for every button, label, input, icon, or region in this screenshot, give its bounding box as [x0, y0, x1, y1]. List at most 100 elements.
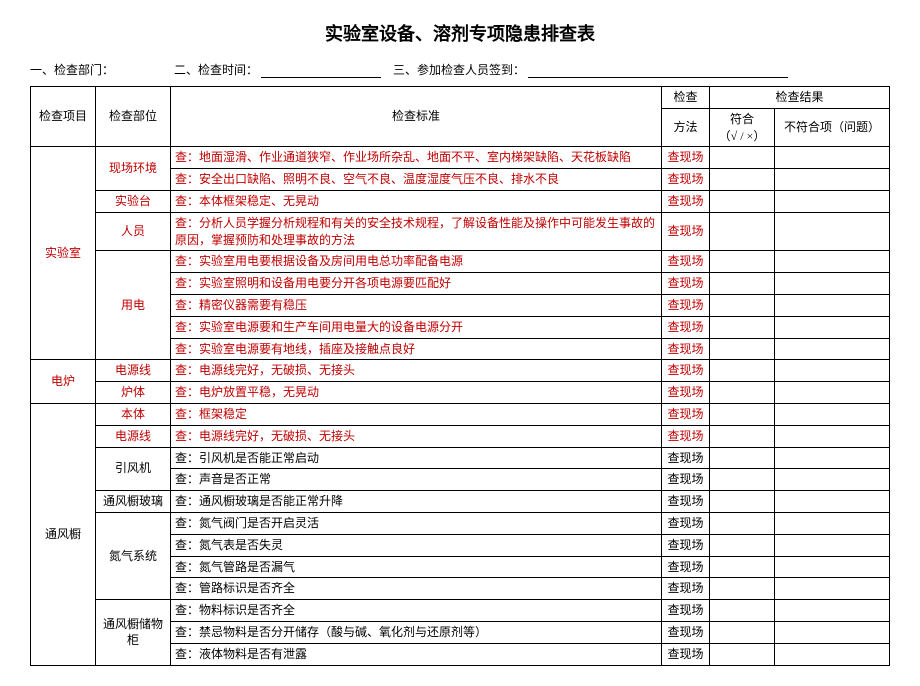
cell-standard: 查：安全出口缺陷、照明不良、空气不良、温度湿度气压不良、排水不良 [171, 169, 662, 191]
cell-standard: 查：实验室照明和设备用电要分开各项电源要匹配好 [171, 273, 662, 295]
cell-standard: 查：实验室电源要有地线，插座及接触点良好 [171, 338, 662, 360]
cell-ok [709, 360, 774, 382]
cell-item: 实验室 [31, 147, 96, 360]
table-body: 实验室现场环境查：地面湿滑、作业通道狭窄、作业场所杂乱、地面不平、室内梯架缺陷、… [31, 147, 890, 665]
cell-ok [709, 425, 774, 447]
table-row: 用电查：实验室用电要根据设备及房间用电总功率配备电源查现场 [31, 251, 890, 273]
cell-method: 查现场 [661, 643, 709, 665]
dept-label: 一、检查部门： [30, 63, 114, 77]
cell-standard: 查：氮气管路是否漏气 [171, 556, 662, 578]
cell-part: 通风橱储物柜 [96, 600, 171, 665]
cell-ng [774, 403, 889, 425]
cell-item: 电炉 [31, 360, 96, 404]
cell-ng [774, 169, 889, 191]
cell-item: 通风橱 [31, 403, 96, 665]
cell-ok [709, 447, 774, 469]
cell-method: 查现场 [661, 273, 709, 295]
cell-method: 查现场 [661, 360, 709, 382]
cell-method: 查现场 [661, 425, 709, 447]
cell-ng [774, 556, 889, 578]
cell-method: 查现场 [661, 169, 709, 191]
cell-part: 现场环境 [96, 147, 171, 191]
cell-standard: 查：通风橱玻璃是否能正常升降 [171, 491, 662, 513]
cell-part: 本体 [96, 403, 171, 425]
cell-ng [774, 534, 889, 556]
cell-ng [774, 190, 889, 212]
table-row: 电炉电源线查：电源线完好，无破损、无接头查现场 [31, 360, 890, 382]
cell-standard: 查：实验室电源要和生产车间用电量大的设备电源分开 [171, 316, 662, 338]
cell-ok [709, 212, 774, 251]
cell-ok [709, 190, 774, 212]
th-ok: 符合 （√ / ×） [709, 108, 774, 147]
cell-ng [774, 212, 889, 251]
th-std: 检查标准 [171, 87, 662, 147]
cell-ng [774, 147, 889, 169]
table-row: 实验台查：本体框架稳定、无晃动查现场 [31, 190, 890, 212]
cell-part: 炉体 [96, 382, 171, 404]
people-blank [528, 63, 788, 78]
cell-ok [709, 621, 774, 643]
cell-part: 引风机 [96, 447, 171, 491]
table-row: 通风橱储物柜查：物料标识是否齐全查现场 [31, 600, 890, 622]
cell-standard: 查：电源线完好，无破损、无接头 [171, 360, 662, 382]
table-row: 电源线查：电源线完好，无破损、无接头查现场 [31, 425, 890, 447]
cell-method: 查现场 [661, 621, 709, 643]
time-blank [261, 63, 381, 78]
cell-ok [709, 534, 774, 556]
cell-method: 查现场 [661, 491, 709, 513]
cell-ng [774, 382, 889, 404]
cell-method: 查现场 [661, 600, 709, 622]
cell-ok [709, 316, 774, 338]
cell-ng [774, 578, 889, 600]
table-row: 氮气系统查：氮气阀门是否开启灵活查现场 [31, 512, 890, 534]
cell-method: 查现场 [661, 469, 709, 491]
cell-part: 人员 [96, 212, 171, 251]
cell-ng [774, 447, 889, 469]
cell-part: 通风橱玻璃 [96, 491, 171, 513]
inspection-table: 检查项目 检查部位 检查标准 检查 检查结果 方法 符合 （√ / ×） 不符合… [30, 86, 890, 666]
cell-ng [774, 251, 889, 273]
cell-standard: 查：框架稳定 [171, 403, 662, 425]
cell-ng [774, 643, 889, 665]
page-title: 实验室设备、溶剂专项隐患排查表 [30, 20, 890, 46]
cell-method: 查现场 [661, 190, 709, 212]
cell-standard: 查：管路标识是否齐全 [171, 578, 662, 600]
cell-ng [774, 469, 889, 491]
cell-method: 查现场 [661, 534, 709, 556]
cell-standard: 查：精密仪器需要有稳压 [171, 294, 662, 316]
cell-standard: 查：物料标识是否齐全 [171, 600, 662, 622]
cell-standard: 查：引风机是否能正常启动 [171, 447, 662, 469]
cell-ok [709, 600, 774, 622]
cell-standard: 查：声音是否正常 [171, 469, 662, 491]
th-part: 检查部位 [96, 87, 171, 147]
cell-ok [709, 338, 774, 360]
th-result: 检查结果 [709, 87, 889, 109]
table-row: 人员查：分析人员学握分析规程和有关的安全技术规程，了解设备性能及操作中可能发生事… [31, 212, 890, 251]
cell-ok [709, 294, 774, 316]
cell-ng [774, 316, 889, 338]
cell-standard: 查：禁忌物料是否分开储存（酸与碱、氧化剂与还原剂等） [171, 621, 662, 643]
table-row: 炉体查：电炉放置平稳，无晃动查现场 [31, 382, 890, 404]
cell-ng [774, 491, 889, 513]
th-ng: 不符合项（问题） [774, 108, 889, 147]
cell-method: 查现场 [661, 147, 709, 169]
cell-method: 查现场 [661, 447, 709, 469]
cell-ok [709, 512, 774, 534]
table-row: 引风机查：引风机是否能正常启动查现场 [31, 447, 890, 469]
cell-standard: 查：电炉放置平稳，无晃动 [171, 382, 662, 404]
meta-line: 一、检查部门： 二、检查时间： 三、参加检查人员签到： [30, 61, 890, 78]
cell-method: 查现场 [661, 338, 709, 360]
cell-standard: 查：液体物料是否有泄露 [171, 643, 662, 665]
cell-standard: 查：实验室用电要根据设备及房间用电总功率配备电源 [171, 251, 662, 273]
cell-ok [709, 147, 774, 169]
cell-method: 查现场 [661, 556, 709, 578]
cell-method: 查现场 [661, 403, 709, 425]
cell-method: 查现场 [661, 212, 709, 251]
cell-part: 氮气系统 [96, 512, 171, 599]
cell-ok [709, 403, 774, 425]
cell-ng [774, 600, 889, 622]
cell-ok [709, 382, 774, 404]
cell-standard: 查：电源线完好，无破损、无接头 [171, 425, 662, 447]
cell-method: 查现场 [661, 294, 709, 316]
cell-ok [709, 469, 774, 491]
